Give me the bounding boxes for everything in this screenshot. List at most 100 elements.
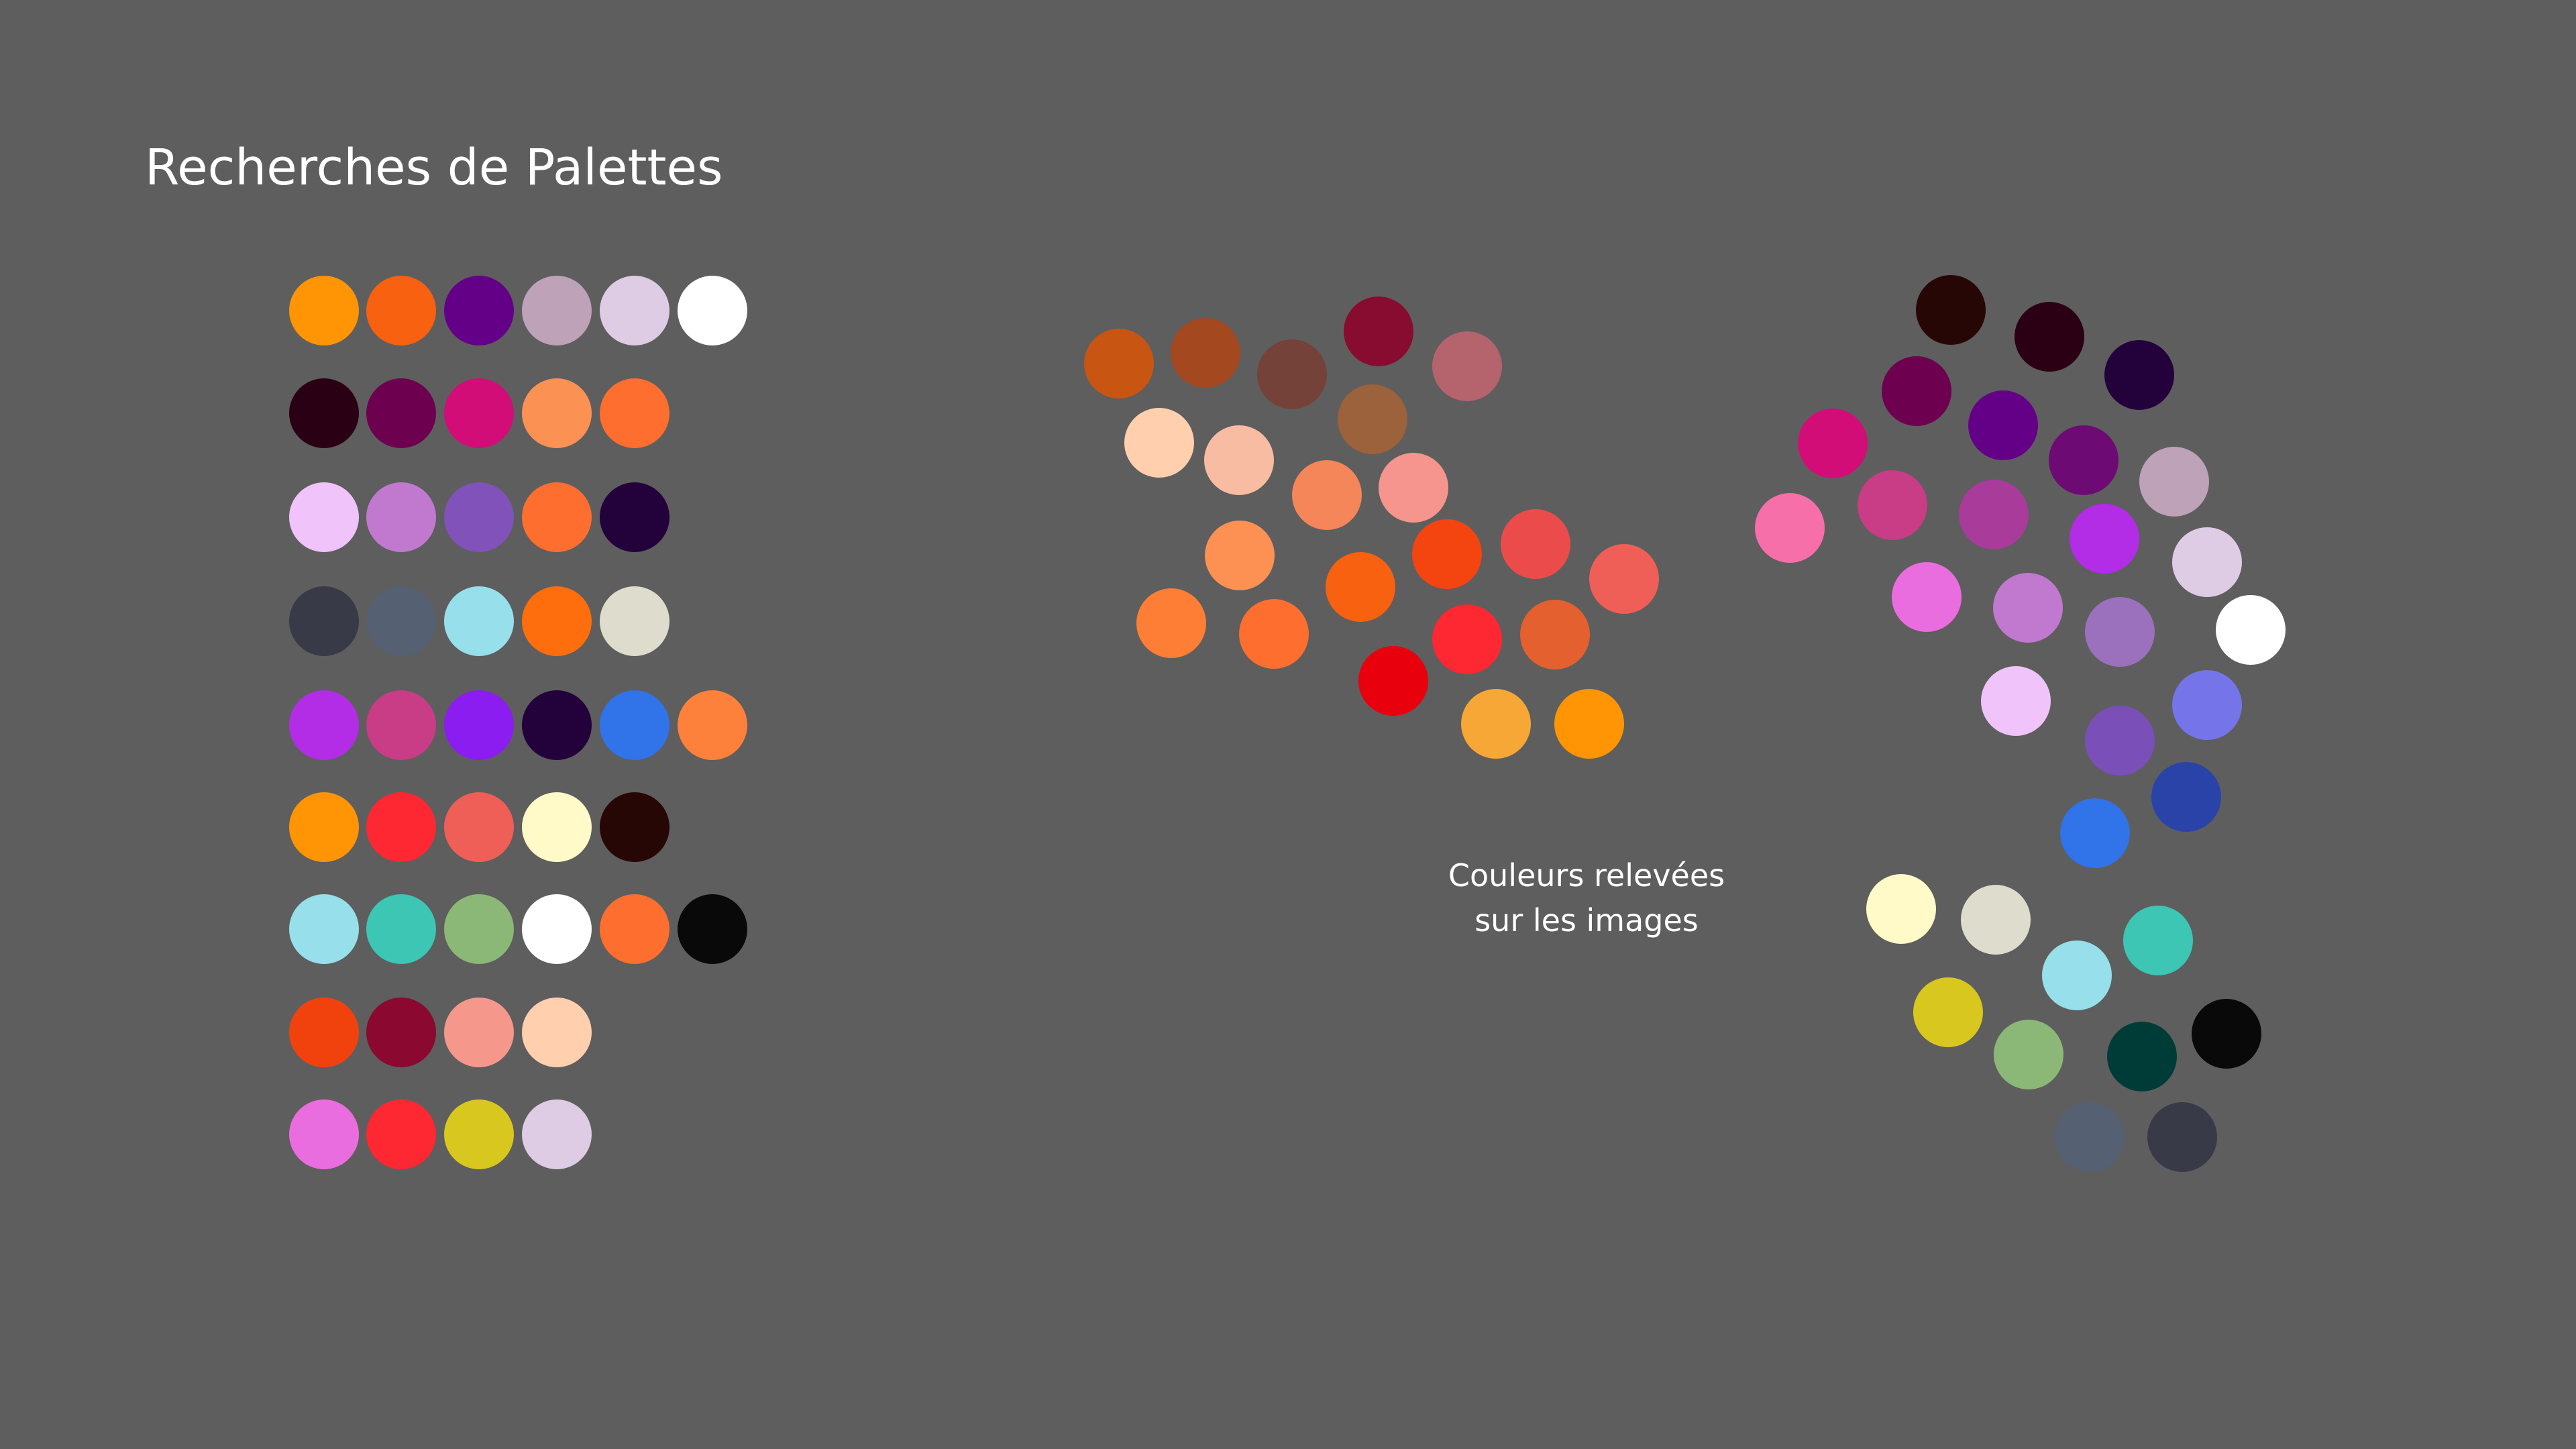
photo-color-swatch	[1916, 275, 1986, 345]
photo-color-swatch	[1520, 600, 1590, 669]
page-title: Recherches de Palettes	[145, 139, 723, 197]
photo-color-swatch	[2015, 302, 2084, 372]
palette-swatch	[444, 482, 514, 552]
palette-swatch	[522, 894, 592, 964]
palette-swatch	[289, 586, 359, 656]
palette-swatch	[289, 378, 359, 448]
photo-color-swatch	[1326, 552, 1395, 622]
palette-swatch	[444, 378, 514, 448]
photo-color-swatch	[1344, 297, 1413, 366]
palette-swatch	[366, 792, 436, 862]
palette-swatch	[600, 276, 669, 345]
palette-swatch	[522, 1099, 592, 1169]
caption-line-2: sur les images	[1474, 902, 1699, 938]
photo-color-swatch	[1084, 329, 1154, 398]
photo-color-swatch	[1379, 453, 1448, 523]
palette-swatch	[289, 482, 359, 552]
photo-color-swatch	[1993, 573, 2063, 643]
photo-color-swatch	[1204, 425, 1274, 495]
photo-color-swatch	[2172, 527, 2242, 597]
photo-color-swatch	[2172, 670, 2242, 740]
photo-color-swatch	[2042, 941, 2112, 1010]
photo-color-swatch	[1432, 331, 1502, 401]
photo-color-swatch	[1501, 509, 1570, 579]
photo-color-swatch	[1136, 588, 1206, 658]
palette-swatch	[444, 894, 514, 964]
photo-color-swatch	[1959, 480, 2029, 549]
photo-color-swatch	[2147, 1102, 2217, 1172]
palette-swatch	[289, 894, 359, 964]
palette-swatch	[522, 586, 592, 656]
photo-color-swatch	[1124, 408, 1194, 478]
palette-swatch	[522, 690, 592, 760]
palette-swatch	[678, 690, 747, 760]
palette-swatch	[600, 586, 669, 656]
palette-swatch	[522, 482, 592, 552]
photo-color-swatch	[1239, 599, 1309, 669]
photo-color-swatch	[2055, 1102, 2125, 1172]
palette-swatch	[366, 276, 436, 345]
palette-swatch	[366, 378, 436, 448]
palette-swatch	[444, 276, 514, 345]
palette-swatch	[444, 690, 514, 760]
photo-color-swatch	[1257, 339, 1327, 409]
palette-swatch	[678, 276, 747, 345]
photo-color-swatch	[2123, 906, 2193, 975]
palette-swatch	[522, 998, 592, 1067]
photo-color-swatch	[1981, 666, 2051, 736]
photo-color-swatch	[2085, 706, 2155, 775]
photo-color-swatch	[2151, 762, 2221, 832]
photo-color-swatch	[1205, 521, 1275, 590]
palette-swatch	[289, 1099, 359, 1169]
palette-swatch	[522, 276, 592, 345]
palette-swatch	[600, 482, 669, 552]
photo-color-swatch	[1589, 544, 1659, 614]
photo-color-swatch	[2060, 798, 2130, 868]
palette-swatch	[600, 894, 669, 964]
photo-color-swatch	[2070, 504, 2139, 574]
photo-color-swatch	[1171, 318, 1240, 388]
photo-color-swatch	[1358, 646, 1428, 716]
photo-color-swatch	[1432, 604, 1502, 674]
photo-color-swatch	[1338, 384, 1407, 454]
palette-swatch	[600, 792, 669, 862]
photo-color-swatch	[1858, 470, 1927, 540]
palette-swatch	[444, 998, 514, 1067]
photo-color-swatch	[2085, 597, 2155, 667]
photo-color-swatch	[1866, 874, 1936, 944]
palette-swatch	[444, 1099, 514, 1169]
palette-swatch	[289, 998, 359, 1067]
palette-swatch	[366, 1099, 436, 1169]
photo-color-swatch	[1913, 977, 1983, 1047]
photo-color-swatch	[1994, 1020, 2063, 1089]
photo-color-swatch	[2107, 1022, 2177, 1091]
photo-color-swatch	[1292, 460, 1362, 530]
palette-swatch	[366, 998, 436, 1067]
palette-swatch	[522, 792, 592, 862]
palette-swatch	[444, 792, 514, 862]
photo-color-swatch	[2104, 340, 2174, 410]
photo-color-swatch	[1461, 689, 1531, 759]
palette-swatch	[444, 586, 514, 656]
photo-color-swatch	[1755, 493, 1825, 563]
palette-swatch	[522, 378, 592, 448]
palette-swatch	[600, 690, 669, 760]
palette-swatch	[366, 894, 436, 964]
photo-color-swatch	[1412, 519, 1482, 589]
palette-swatch	[600, 378, 669, 448]
photo-color-swatch	[1554, 689, 1624, 759]
photo-colors-caption: Couleurs relevées sur les images	[1342, 853, 1831, 943]
photo-color-swatch	[2049, 425, 2118, 495]
caption-line-1: Couleurs relevées	[1448, 857, 1725, 894]
palette-swatch	[366, 586, 436, 656]
palette-swatch	[289, 276, 359, 345]
photo-color-swatch	[2192, 999, 2261, 1069]
photo-color-swatch	[1961, 885, 2031, 955]
palette-swatch	[678, 894, 747, 964]
palette-swatch	[289, 792, 359, 862]
photo-color-swatch	[2139, 447, 2209, 517]
photo-color-swatch	[1798, 409, 1868, 478]
palette-swatch	[366, 690, 436, 760]
